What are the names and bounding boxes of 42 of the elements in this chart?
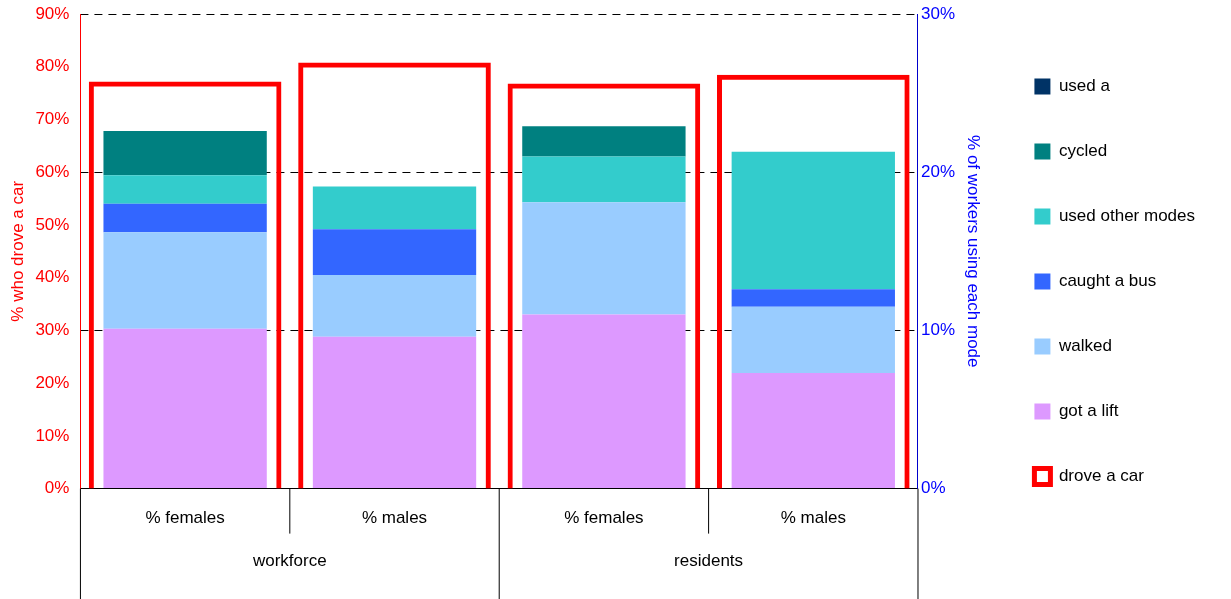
- y2-tick-label: 10%: [920, 320, 956, 340]
- bar: [731, 289, 895, 307]
- y-tick-label: 90%: [35, 3, 70, 23]
- legend-label: used a: [1058, 76, 1111, 96]
- y-tick-label: 10%: [35, 425, 70, 445]
- y-tick-label: 40%: [35, 267, 70, 287]
- legend-label: used other modes: [1058, 206, 1196, 226]
- legend-label: caught a bus: [1058, 271, 1157, 291]
- bar: [731, 373, 895, 489]
- legend-label: drove a car: [1058, 466, 1145, 486]
- y-tick-label: 0%: [44, 478, 70, 498]
- y-tick-label: 30%: [35, 320, 70, 340]
- bar: [522, 202, 686, 315]
- x-tick-label: % females: [564, 508, 644, 528]
- y-tick-label: 20%: [35, 372, 70, 392]
- bar: [312, 229, 477, 276]
- text: workforce: [251, 551, 327, 571]
- bar: [731, 306, 895, 374]
- legend-label: got a lift: [1058, 401, 1119, 421]
- y-tick-label: 60%: [35, 161, 70, 181]
- bar: [103, 203, 267, 233]
- y-tick-label: 50%: [35, 214, 70, 234]
- bar: [522, 156, 686, 203]
- y-tick-label: 70%: [35, 109, 70, 129]
- bar: [522, 126, 686, 157]
- y2-tick-label: 30%: [920, 3, 956, 23]
- legend-label: cycled: [1058, 141, 1108, 161]
- y2-axis-title: % of workers using each mode: [963, 135, 983, 368]
- y2-tick-label: 0%: [920, 478, 946, 498]
- bar: [103, 232, 267, 329]
- x-tick-label: % males: [780, 508, 846, 528]
- x-tick-label: % males: [361, 508, 428, 528]
- x-tick-label: % females: [145, 508, 225, 528]
- text: residents: [674, 551, 744, 571]
- bar: [312, 275, 477, 337]
- bar: [103, 175, 267, 204]
- y2-tick-label: 20%: [920, 161, 956, 181]
- legend-label: walked: [1057, 336, 1112, 356]
- y-axis-title: % who drove a car: [7, 180, 27, 322]
- y-tick-label: 80%: [35, 56, 70, 76]
- bar: [103, 131, 267, 176]
- bar: [312, 186, 477, 230]
